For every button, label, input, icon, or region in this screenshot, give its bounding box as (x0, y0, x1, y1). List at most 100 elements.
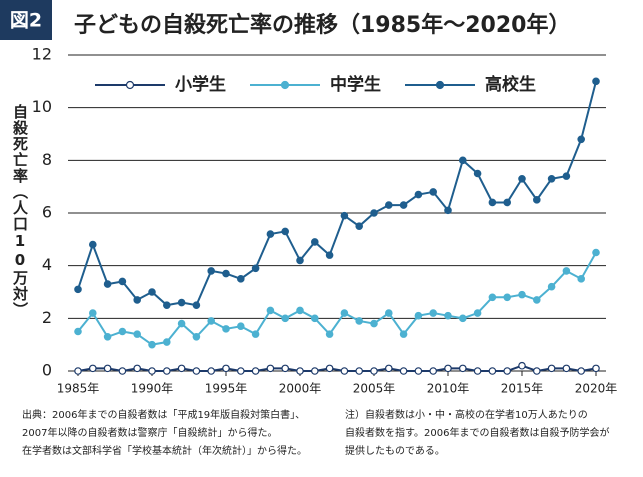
x-tick-label: 1995年 (205, 382, 248, 396)
point (518, 290, 526, 299)
point (133, 330, 142, 338)
point (177, 298, 186, 307)
y-tick-label: 10 (32, 97, 52, 116)
point (592, 364, 600, 373)
x-tick-label: 1985年 (57, 382, 100, 396)
point (266, 364, 275, 373)
point (340, 211, 349, 220)
footnote: 在学者数は文部科学省「学校基本統計（年次統計）」から得た。 (22, 444, 307, 457)
point (163, 367, 171, 375)
point (518, 361, 526, 370)
point (444, 364, 452, 373)
point (251, 264, 260, 273)
point (532, 196, 541, 204)
point (325, 364, 334, 373)
point (251, 367, 260, 375)
y-tick-label: 4 (42, 255, 52, 274)
point (192, 301, 201, 309)
point (488, 293, 497, 302)
badge: 図2 (10, 10, 42, 32)
point (414, 367, 423, 375)
point (89, 364, 97, 373)
point (222, 364, 230, 373)
point (340, 367, 349, 375)
point (74, 285, 82, 294)
point (133, 296, 142, 304)
y-tick-label: 2 (42, 308, 52, 327)
point (384, 309, 393, 317)
legend-label: 小学生 (175, 74, 226, 95)
point (503, 198, 512, 207)
point (458, 314, 467, 323)
point (296, 306, 304, 315)
point (577, 135, 586, 144)
point (488, 198, 497, 207)
point (547, 174, 556, 183)
point (237, 322, 245, 331)
x-tick-label: 1990年 (131, 382, 174, 396)
footnote: 注）自殺者数は小・中・高校の在学者10万人あたりの (345, 408, 588, 421)
point (414, 190, 423, 199)
point (577, 367, 586, 375)
footnote: 出典：2006年までの自殺者数は「平成19年版自殺対策白書」、 (22, 408, 305, 421)
point (103, 280, 112, 288)
y-tick-label: 8 (42, 150, 52, 169)
point (163, 301, 171, 309)
point (503, 367, 512, 375)
point (562, 267, 571, 275)
x-tick-label: 2020年 (575, 382, 618, 396)
chart-title: 子どもの自殺死亡率の推移（1985年〜2020年） (74, 12, 570, 38)
point (237, 275, 245, 283)
point (532, 296, 541, 304)
point (444, 206, 452, 215)
x-tick-label: 2015年 (501, 382, 544, 396)
point (592, 248, 600, 257)
point (237, 367, 245, 375)
point (266, 230, 275, 238)
point (177, 364, 186, 373)
legend-marker (435, 80, 445, 90)
x-tick-label: 2000年 (279, 382, 322, 396)
point (207, 317, 216, 325)
point (177, 319, 186, 328)
point (414, 311, 423, 320)
point (281, 314, 290, 323)
point (547, 364, 556, 373)
point (340, 309, 349, 317)
legend-marker (280, 80, 290, 90)
series-line (77, 81, 597, 307)
point (503, 293, 512, 302)
point (355, 367, 364, 375)
point (399, 201, 408, 209)
point (325, 251, 334, 259)
point (458, 364, 467, 373)
point (429, 309, 438, 317)
point (266, 306, 275, 315)
point (355, 317, 364, 325)
point (148, 340, 156, 349)
point (148, 288, 156, 296)
point (281, 227, 290, 236)
point (133, 364, 142, 373)
point (473, 309, 482, 317)
point (296, 256, 304, 265)
point (429, 367, 438, 375)
footnote: 自殺者数を指す。2006年までの自殺者数は自殺予防学会が (345, 426, 609, 439)
point (429, 188, 438, 196)
y-axis-label: 自殺死亡率（人口10万対） (11, 104, 29, 318)
y-tick-label: 6 (42, 203, 52, 222)
point (518, 174, 526, 183)
point (163, 338, 171, 346)
point (355, 222, 364, 230)
point (281, 364, 290, 373)
point (577, 275, 586, 283)
badge-box (0, 0, 52, 40)
point (444, 311, 452, 320)
point (103, 364, 112, 373)
point (399, 367, 408, 375)
footnote: 2007年以降の自殺者数は警察庁「自殺統計」から得た。 (22, 426, 277, 439)
point (473, 367, 482, 375)
point (562, 172, 571, 180)
